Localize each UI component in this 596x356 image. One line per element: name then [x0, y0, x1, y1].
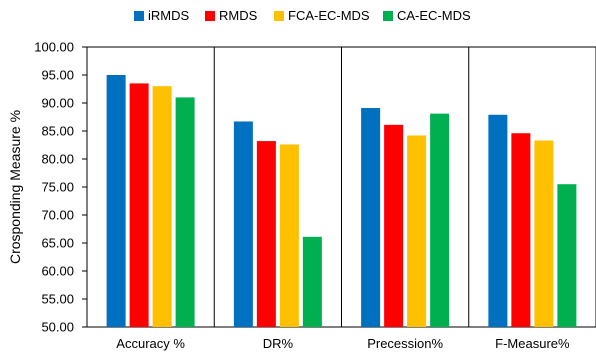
- bar-rmds-3: [511, 133, 531, 327]
- y-tick-label: 55.00: [41, 292, 74, 307]
- bar-irmds-1: [233, 121, 253, 327]
- x-category-label: DR%: [263, 336, 294, 351]
- legend-label-2: FCA-EC-MDS: [288, 8, 370, 23]
- y-tick-label: 100.00: [34, 40, 74, 55]
- bar-fca-ec-mds-3: [534, 140, 554, 327]
- x-category-label: F-Measure%: [495, 336, 570, 351]
- bar-rmds-0: [129, 83, 149, 328]
- bar-ca-ec-mds-2: [430, 113, 450, 327]
- bar-ca-ec-mds-0: [175, 97, 195, 328]
- bar-rmds-1: [256, 141, 276, 327]
- legend-label-0: iRMDS: [148, 8, 189, 23]
- x-category-label: Accuracy %: [116, 336, 185, 351]
- bar-ca-ec-mds-3: [557, 184, 577, 327]
- y-tick-label: 65.00: [41, 236, 74, 251]
- y-axis-ticks: 50.00 55.00 60.00 65.00 70.00 75.00 80.00 85.00…: [34, 40, 87, 335]
- legend-swatch-0: [134, 11, 144, 21]
- y-tick-label: 75.00: [41, 180, 74, 195]
- y-tick-label: 50.00: [41, 320, 74, 335]
- bar-fca-ec-mds-2: [407, 135, 427, 327]
- plot-area: [86, 46, 596, 328]
- y-tick-label: 60.00: [41, 264, 74, 279]
- y-axis-label: Crosponding Measure %: [7, 110, 23, 264]
- bar-fca-ec-mds-1: [279, 144, 299, 327]
- legend-label-1: RMDS: [219, 8, 258, 23]
- y-tick-label: 85.00: [41, 124, 74, 139]
- bar-rmds-2: [384, 124, 404, 327]
- y-tick-label: 80.00: [41, 152, 74, 167]
- bar-fca-ec-mds-0: [152, 86, 172, 327]
- bar-irmds-2: [361, 108, 381, 327]
- y-tick-label: 90.00: [41, 96, 74, 111]
- y-tick-label: 70.00: [41, 208, 74, 223]
- bar-irmds-0: [106, 75, 126, 327]
- x-category-label: Precession%: [367, 336, 443, 351]
- legend-label-3: CA-EC-MDS: [397, 8, 471, 23]
- x-axis-categories: Accuracy % DR% Precession% F-Measure%: [116, 336, 570, 351]
- legend: iRMDS RMDS FCA-EC-MDS CA-EC-MDS: [134, 8, 471, 23]
- legend-swatch-3: [383, 11, 393, 21]
- bar-ca-ec-mds-1: [302, 236, 322, 327]
- bar-irmds-3: [488, 114, 508, 327]
- y-tick-label: 95.00: [41, 68, 74, 83]
- legend-swatch-2: [274, 11, 284, 21]
- legend-swatch-1: [205, 11, 215, 21]
